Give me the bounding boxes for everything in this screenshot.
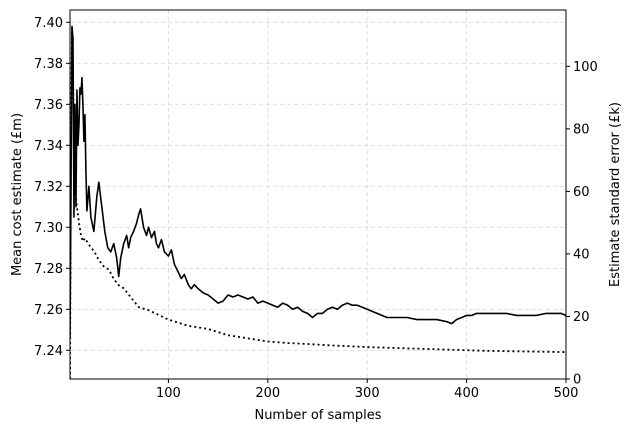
right-y-tick-label: 100	[573, 60, 598, 75]
right-y-axis-label: Estimate standard error (£k)	[608, 102, 623, 287]
left-y-tick-label: 7.36	[34, 98, 63, 113]
x-axis-label: Number of samples	[254, 408, 381, 423]
x-axis: 100 200 300 400 500	[156, 379, 578, 401]
std-error-line	[70, 27, 566, 379]
left-y-tick-label: 7.28	[34, 262, 63, 277]
right-y-tick-label: 80	[573, 122, 590, 137]
x-tick-label: 200	[255, 386, 280, 401]
left-y-axis-label: Mean cost estimate (£m)	[10, 113, 25, 276]
series-layer	[70, 25, 566, 379]
plot-frame	[69, 9, 567, 380]
right-y-tick-label: 0	[573, 373, 581, 388]
x-tick-label: 500	[554, 386, 579, 401]
right-y-tick-label: 40	[573, 247, 590, 262]
x-tick-label: 400	[454, 386, 479, 401]
mean-cost-line	[70, 25, 566, 339]
left-y-tick-label: 7.24	[34, 344, 63, 359]
left-y-tick-label: 7.26	[34, 303, 63, 318]
left-y-tick-label: 7.32	[34, 180, 63, 195]
x-tick-label: 100	[156, 386, 181, 401]
right-y-axis: 0 20 40 60 80 100	[566, 60, 598, 388]
right-y-tick-label: 20	[573, 310, 590, 325]
x-tick-label: 300	[355, 386, 380, 401]
left-y-tick-label: 7.40	[34, 16, 63, 31]
left-y-axis: 7.24 7.26 7.28 7.30 7.32 7.34 7.36 7.38 7.40	[34, 16, 70, 359]
right-y-tick-label: 60	[573, 185, 590, 200]
left-y-tick-label: 7.30	[34, 221, 63, 236]
left-y-tick-label: 7.38	[34, 57, 63, 72]
left-y-tick-label: 7.34	[34, 139, 63, 154]
